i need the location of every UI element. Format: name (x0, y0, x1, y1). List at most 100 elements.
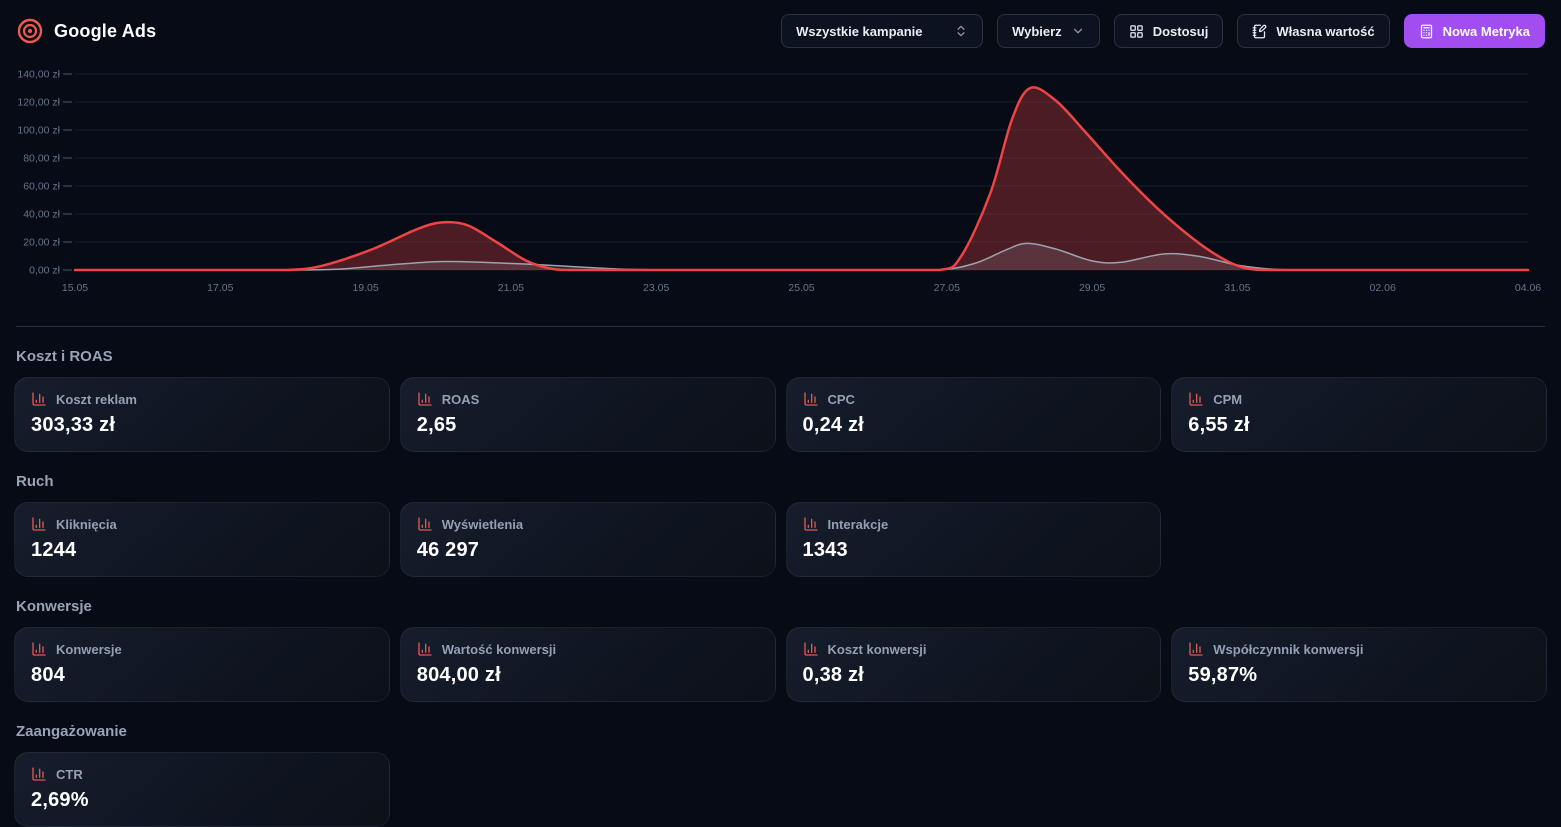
x-tick-label: 31.05 (1224, 282, 1250, 294)
new-metric-label: Nowa Metryka (1442, 23, 1530, 39)
metric-card-header: Koszt konwersji (803, 641, 1145, 657)
x-tick-label: 21.05 (498, 282, 524, 294)
chart-section: 0,00 zł 20,00 zł 40,00 zł 60,00 zł 80,00 zł 1… (0, 62, 1561, 302)
metric-value: 59,87% (1188, 664, 1258, 686)
metric-card[interactable]: Koszt konwersji 0,38 zł (785, 627, 1162, 702)
layout-grid-icon (1129, 24, 1144, 39)
metric-card[interactable]: Wyświetlenia 46 297 (399, 502, 776, 577)
metric-label: Wyświetlenia (441, 516, 524, 532)
metric-label: Kliknięcia (56, 516, 117, 532)
new-metric-button[interactable]: Nowa Metryka (1403, 14, 1545, 48)
metric-value: 303,33 zł (31, 414, 116, 436)
metric-value: 0,24 zł (802, 414, 864, 436)
metric-card[interactable]: Wartość konwersji 804,00 zł (399, 627, 776, 702)
metric-label: Koszt reklam (56, 391, 137, 407)
metric-card-header: ROAS (417, 391, 759, 407)
y-tick-label: 80,00 zł (23, 153, 60, 165)
bar-chart-icon (417, 516, 433, 532)
section-divider (16, 326, 1545, 327)
metric-card[interactable]: ROAS 2,65 (399, 377, 776, 452)
x-tick-label: 27.05 (934, 282, 960, 294)
y-tick-label: 40,00 zł (23, 209, 60, 221)
bar-chart-icon (1188, 391, 1204, 407)
y-tick-label: 140,00 zł (17, 69, 60, 81)
metric-value: 0,38 zł (802, 664, 864, 686)
metric-card-header: CPM (1188, 391, 1530, 407)
metric-card[interactable]: CPM 6,55 zł (1171, 377, 1547, 452)
notebook-pen-icon (1252, 24, 1267, 39)
x-tick-label: 23.05 (643, 282, 669, 294)
x-tick-label: 02.06 (1370, 282, 1396, 294)
card-grid: Kliknięcia 1244 Wyświetlenia 46 297 Inte… (0, 502, 1561, 577)
metric-value: 1343 (802, 539, 848, 561)
choose-dropdown-label: Wybierz (1012, 23, 1062, 39)
x-tick-label: 15.05 (62, 282, 88, 294)
metric-value: 804,00 zł (416, 664, 501, 686)
metric-card-header: CTR (31, 766, 373, 782)
x-tick-label: 25.05 (788, 282, 814, 294)
metric-card-header: Współczynnik konwersji (1188, 641, 1530, 657)
metric-card[interactable]: Koszt reklam 303,33 zł (14, 377, 390, 452)
metric-value: 2,69% (31, 789, 89, 811)
campaign-select[interactable]: Wszystkie kampanie (781, 14, 984, 48)
calculator-icon (1419, 24, 1434, 39)
choose-dropdown-button[interactable]: Wybierz (997, 14, 1100, 48)
metric-section: Konwersje Konwersje 804 Wartość konwersj… (0, 598, 1561, 702)
section-title: Zaangażowanie (16, 723, 127, 740)
bar-chart-icon (1188, 641, 1204, 657)
header-controls: Wszystkie kampanie Wybierz Dostosuj Włas… (781, 14, 1545, 48)
metric-card-header: Wartość konwersji (417, 641, 759, 657)
metric-card[interactable]: Interakcje 1343 (785, 502, 1162, 577)
metric-label: Współczynnik konwersji (1213, 641, 1364, 657)
bar-chart-icon (31, 641, 47, 657)
y-tick-label: 120,00 zł (17, 97, 60, 109)
metric-card-header: Koszt reklam (31, 391, 373, 407)
metric-card[interactable]: Kliknięcia 1244 (14, 502, 390, 577)
chevron-down-icon (1071, 24, 1085, 38)
card-grid: CTR 2,69% (0, 752, 1561, 827)
bar-chart-icon (803, 641, 819, 657)
metric-section: Zaangażowanie CTR 2,69% (0, 723, 1561, 827)
section-title: Ruch (16, 473, 54, 490)
bar-chart-icon (417, 641, 433, 657)
metric-card[interactable]: Współczynnik konwersji 59,87% (1171, 627, 1547, 702)
app-title: Google Ads (54, 20, 157, 41)
y-tick-label: 20,00 zł (23, 237, 60, 249)
x-tick-label: 29.05 (1079, 282, 1105, 294)
metric-card[interactable]: Konwersje 804 (14, 627, 390, 702)
x-tick-label: 04.06 (1515, 282, 1541, 294)
y-tick-label: 0,00 zł (29, 265, 61, 277)
bar-chart-icon (31, 391, 47, 407)
metric-card-header: Konwersje (31, 641, 373, 657)
x-tick-label: 19.05 (352, 282, 378, 294)
bar-chart-icon (803, 516, 819, 532)
series-line-secondary (74, 242, 1529, 271)
customize-label: Dostosuj (1152, 23, 1209, 39)
card-grid: Koszt reklam 303,33 zł ROAS 2,65 CPC 0,2… (0, 377, 1561, 452)
bar-chart-icon (31, 766, 47, 782)
metric-label: ROAS (441, 391, 480, 407)
custom-value-button[interactable]: Własna wartość (1237, 14, 1390, 48)
metrics-area: Koszt i ROAS Koszt reklam 303,33 zł ROAS… (0, 348, 1561, 827)
metric-value: 46 297 (416, 539, 480, 561)
metric-label: CTR (56, 766, 83, 782)
series-area-secondary (75, 243, 1528, 270)
metric-label: Wartość konwersji (441, 641, 557, 657)
section-title: Koszt i ROAS (16, 348, 113, 365)
card-grid: Konwersje 804 Wartość konwersji 804,00 z… (0, 627, 1561, 702)
metric-value: 2,65 (416, 414, 457, 436)
metric-value: 804 (31, 664, 65, 686)
cost-time-area-chart: 0,00 zł 20,00 zł 40,00 zł 60,00 zł 80,00 zł 1… (17, 69, 1541, 295)
metric-card-header: CPC (803, 391, 1145, 407)
brand: Google Ads (16, 17, 156, 45)
metric-card[interactable]: CPC 0,24 zł (785, 377, 1162, 452)
metric-card[interactable]: CTR 2,69% (14, 752, 390, 827)
x-tick-label: 17.05 (207, 282, 233, 294)
series-line-koszt (73, 86, 1530, 272)
bar-chart-icon (417, 391, 433, 407)
customize-button[interactable]: Dostosuj (1113, 14, 1224, 48)
metric-section: Ruch Kliknięcia 1244 Wyświetlenia 46 297… (0, 473, 1561, 577)
metric-label: Interakcje (827, 516, 889, 532)
chevrons-up-down-icon (954, 24, 968, 38)
y-tick-label: 60,00 zł (23, 181, 60, 193)
